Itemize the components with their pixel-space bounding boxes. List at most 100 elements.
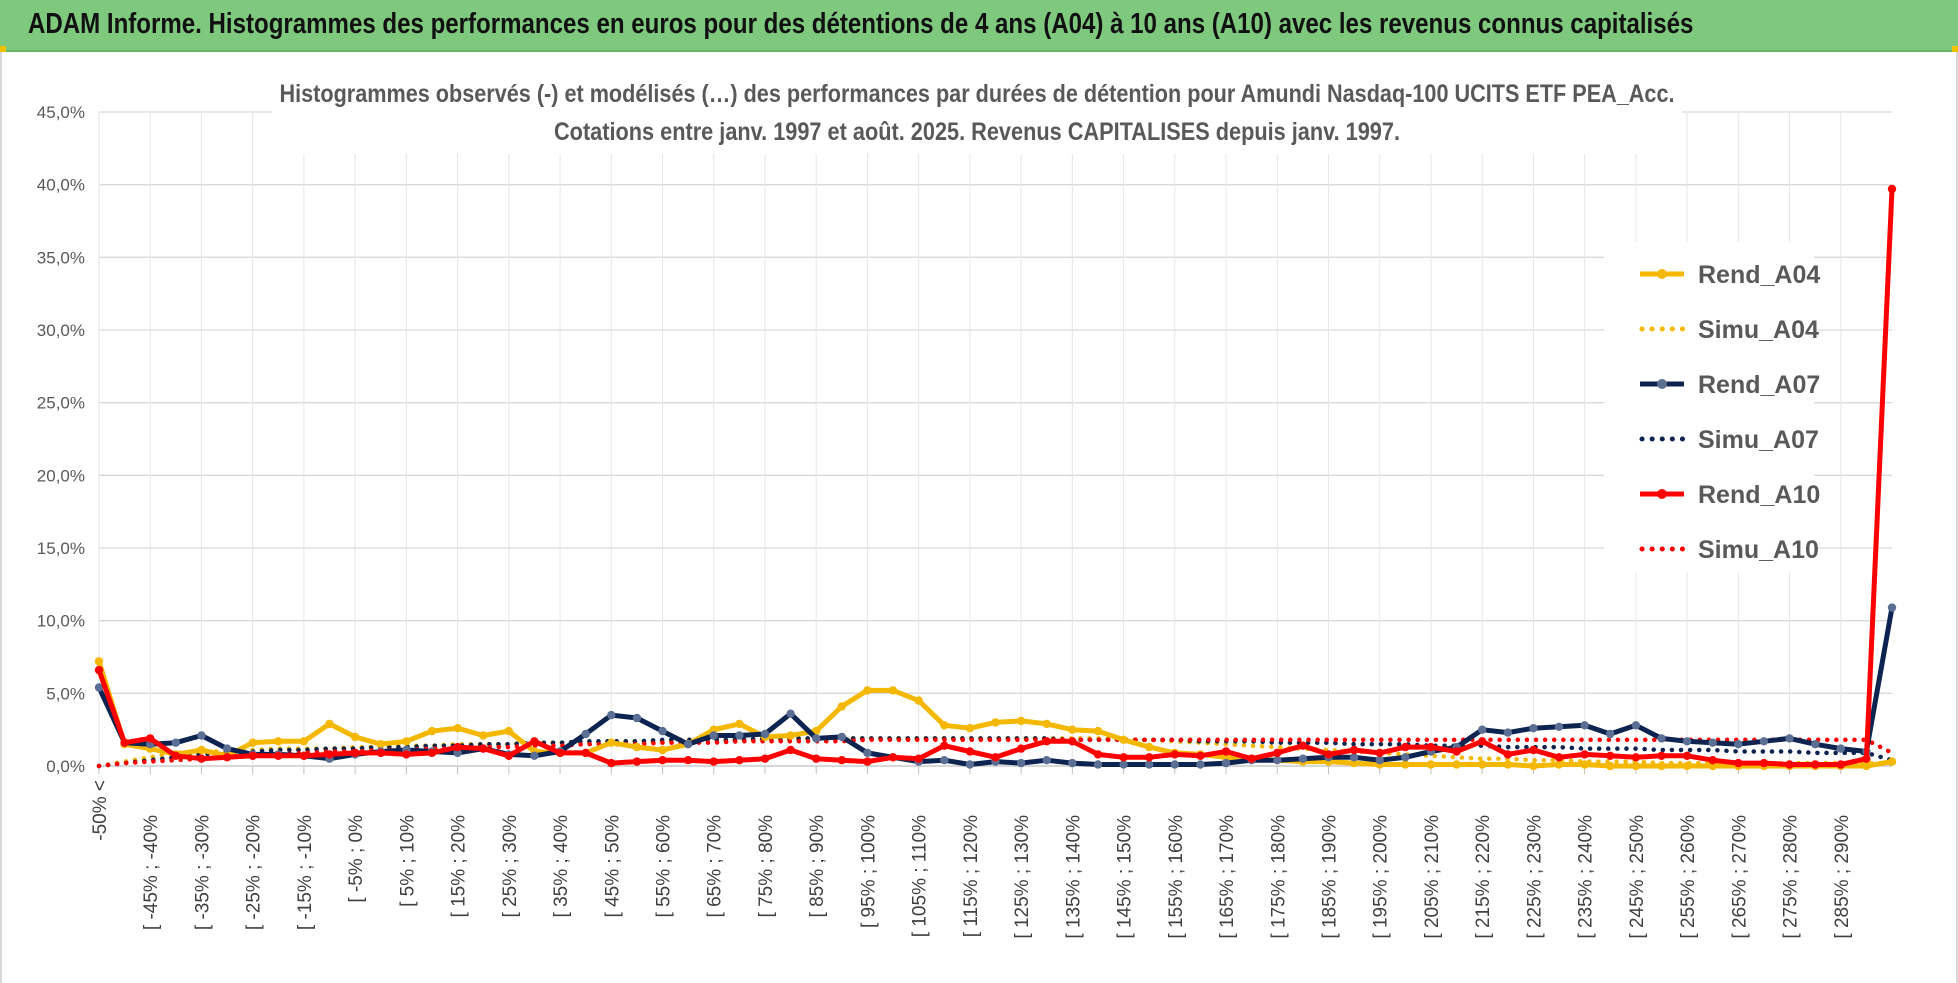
data-point: [1119, 753, 1128, 762]
series-line: [96, 736, 1895, 769]
data-point: [1042, 756, 1051, 765]
legend-label: Rend_A10: [1698, 481, 1820, 509]
data-point: [1452, 760, 1461, 769]
data-point: [1324, 750, 1333, 759]
data-point: [965, 760, 975, 769]
data-point: [863, 686, 872, 695]
data-point: [248, 738, 257, 747]
legend-item: Rend_A07: [1640, 371, 1820, 399]
y-axis-ticks: 0,0% 5,0% 10,0% 15,0% 20,0% 25,0% 30,0% 35,0% 40…: [37, 103, 85, 776]
data-point: [1375, 748, 1384, 758]
data-point: [837, 702, 846, 711]
data-point: [837, 756, 846, 765]
data-point: [171, 738, 180, 747]
x-tick-label: [ 75% ; 80%: [756, 815, 777, 918]
data-point: [1349, 758, 1359, 768]
y-tick-label: 0,0%: [46, 757, 85, 776]
banner-corner-left: [0, 46, 6, 52]
data-point: [1401, 753, 1410, 762]
data-point: [1093, 760, 1103, 769]
data-point: [427, 726, 437, 736]
data-point: [1401, 742, 1410, 752]
data-point: [1785, 734, 1794, 743]
data-point: [709, 731, 718, 740]
data-point: [1452, 747, 1461, 756]
data-point: [581, 729, 590, 739]
data-point: [350, 748, 360, 758]
data-point: [914, 754, 923, 763]
data-point: [453, 724, 462, 733]
y-tick-label: 5,0%: [46, 684, 85, 703]
data-point: [1093, 726, 1103, 736]
data-point: [197, 754, 206, 763]
data-point: [658, 726, 667, 736]
data-point: [1734, 758, 1743, 768]
data-point: [222, 753, 232, 762]
data-point: [581, 748, 590, 758]
series-line: [96, 660, 1893, 769]
data-point: [402, 750, 411, 759]
data-point: [632, 713, 642, 723]
y-tick-label: 40,0%: [37, 176, 85, 195]
data-point: [1426, 760, 1436, 769]
data-point: [1145, 753, 1154, 762]
data-point: [1606, 761, 1615, 771]
data-point: [1682, 761, 1692, 771]
data-point: [991, 753, 1000, 762]
data-point: [504, 751, 513, 760]
data-point: [197, 745, 206, 755]
data-point: [1221, 753, 1231, 762]
data-point: [1887, 757, 1897, 766]
data-point: [888, 753, 898, 762]
data-point: [658, 756, 667, 765]
data-point: [1682, 751, 1692, 760]
data-point: [1298, 754, 1308, 763]
data-point: [863, 757, 872, 766]
data-point: [837, 732, 846, 742]
data-point: [760, 754, 770, 763]
data-point: [222, 744, 232, 753]
data-point: [1811, 740, 1820, 749]
data-point: [1708, 756, 1717, 765]
data-point: [1631, 761, 1641, 771]
title-background: [272, 74, 1682, 154]
x-tick-label: [ 235% ; 240%: [1576, 815, 1597, 939]
data-point: [1016, 758, 1026, 768]
data-point: [1298, 741, 1308, 750]
data-point: [1349, 745, 1359, 755]
data-point: [1273, 748, 1282, 758]
series-Simu_A07: [96, 736, 1895, 769]
data-point: [1529, 724, 1538, 733]
y-tick-label: 25,0%: [37, 394, 85, 413]
data-point: [248, 751, 257, 760]
data-point: [1145, 760, 1154, 769]
data-point: [350, 732, 360, 742]
x-tick-label: [ 65% ; 70%: [705, 815, 726, 918]
data-point: [299, 737, 309, 746]
x-tick-label: [ 135% ; 140%: [1063, 815, 1084, 939]
data-point: [1785, 760, 1794, 769]
data-point: [965, 724, 975, 733]
data-point: [1529, 745, 1538, 755]
data-point: [735, 756, 744, 765]
chart-area: 0,0% 5,0% 10,0% 15,0% 20,0% 25,0% 30,0% 35,0% 40…: [0, 52, 1958, 983]
data-point: [735, 731, 744, 740]
x-tick-label: [ 225% ; 230%: [1524, 815, 1545, 939]
data-point: [607, 738, 616, 747]
data-point: [1631, 753, 1641, 762]
data-point: [453, 742, 462, 752]
data-point: [376, 740, 385, 749]
chart-subtitle: Cotations entre janv. 1997 et août. 2025…: [554, 118, 1400, 146]
x-tick-label: [ 85% ; 90%: [807, 815, 828, 918]
report-banner: ADAM Informe. Histogrammes des performan…: [0, 0, 1958, 52]
data-point: [1016, 716, 1026, 726]
data-point: [1221, 747, 1231, 756]
x-tick-label: [ -45% ; -40%: [141, 815, 162, 930]
x-tick-label: [ -25% ; -20%: [244, 815, 265, 930]
data-point: [94, 665, 104, 675]
series-Rend_A10: [94, 184, 1897, 769]
legend-label: Rend_A07: [1698, 371, 1820, 399]
data-point: [1247, 754, 1256, 763]
series-Rend_A07: [94, 603, 1897, 769]
data-point: [1068, 725, 1077, 734]
